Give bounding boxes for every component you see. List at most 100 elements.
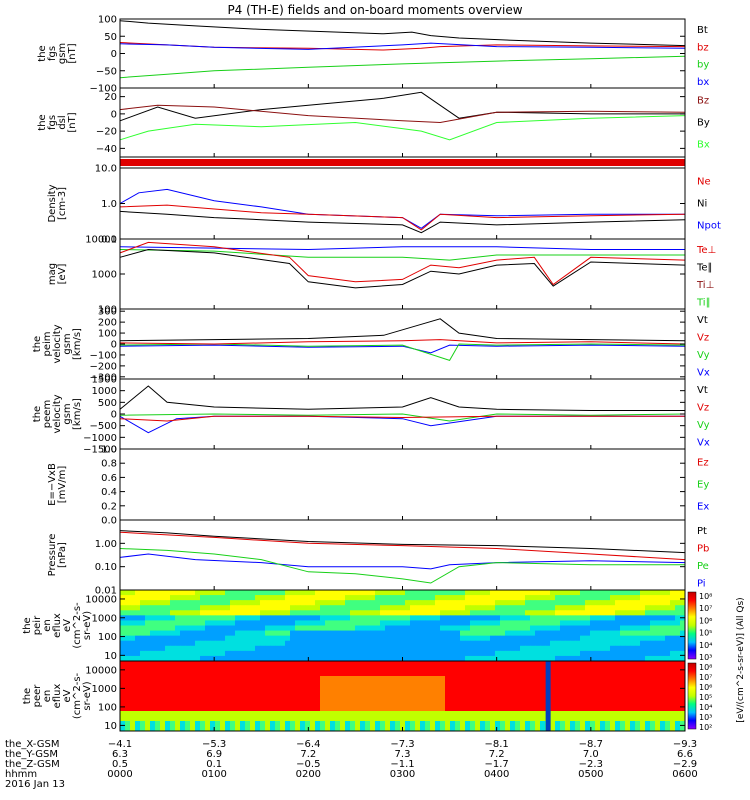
x-tick-label: 0.1	[206, 759, 222, 770]
y-axis-label: eV	[62, 619, 73, 632]
x-tick-label: −5.3	[202, 739, 226, 750]
y-tick-label: −20	[96, 127, 117, 138]
panel-frame	[119, 18, 686, 89]
legend-entry: Vt	[697, 385, 708, 396]
x-tick-label: 6.6	[677, 749, 693, 760]
panel-peim	[119, 308, 686, 380]
y-tick-label: 10000	[85, 594, 117, 605]
colorbar	[687, 662, 697, 730]
legend-entry: Pi	[697, 579, 706, 590]
y-axis-label: en	[42, 619, 53, 632]
series-line-red	[119, 415, 685, 422]
x-tick-label: 6.9	[206, 749, 222, 760]
y-tick-label: 0.01	[95, 586, 117, 597]
x-tick-label: −1.1	[390, 759, 414, 770]
series-line-blue	[119, 188, 685, 229]
y-axis-label: mag	[47, 263, 58, 285]
y-axis-label: the	[32, 336, 43, 352]
legend-entry: Te∥	[696, 263, 713, 274]
x-tick-label: −9.3	[673, 739, 697, 750]
x-tick-label: −8.7	[579, 739, 603, 750]
colorbar-tick-label: 10³	[699, 713, 712, 722]
legend-entry: Bx	[697, 140, 710, 151]
colorbar-tick-label: 10⁵	[699, 693, 712, 702]
y-tick-label: 0	[111, 109, 117, 120]
x-tick-label: 0000	[107, 769, 132, 780]
y-axis-label: gsm	[57, 43, 68, 64]
colorbar-tick-label: 10⁴	[699, 641, 712, 650]
y-axis-label: eV	[62, 689, 73, 702]
x-tick-label: 7.2	[300, 749, 316, 760]
panel-efield	[119, 448, 686, 521]
y-axis-label: the	[22, 688, 33, 704]
y-axis-label: (cm^2-s-	[72, 672, 83, 719]
panel-fgs_dsl	[119, 87, 686, 158]
y-tick-label: −50	[96, 66, 117, 77]
y-axis-label: gsm	[62, 333, 73, 354]
y-axis-label: [nPa]	[57, 542, 68, 568]
y-tick-label: 500	[98, 398, 117, 409]
x-tick-label: 0500	[578, 769, 603, 780]
x-tick-label: 7.3	[395, 749, 411, 760]
y-tick-label: 10	[104, 651, 117, 662]
x-axis-row-label: the_Z-GSM	[5, 759, 60, 770]
y-axis-label: E=−VxB	[47, 463, 58, 506]
series-line-black	[119, 318, 686, 342]
y-tick-label: −100	[90, 84, 117, 95]
series-line-red	[119, 204, 686, 231]
y-axis-label: [cm-3]	[57, 187, 68, 220]
legend-entry: Vz	[697, 333, 709, 344]
legend-entry: By	[697, 118, 710, 129]
colorbar-tick-label: 10⁸	[699, 663, 712, 672]
series-line-black	[119, 385, 685, 411]
legend-entry: Vx	[697, 368, 710, 379]
x-tick-label: 7.2	[489, 749, 505, 760]
panel-flag	[119, 156, 686, 169]
y-tick-label: −40	[96, 144, 117, 155]
y-tick-label: −1000	[83, 433, 117, 444]
legend-entry: Vy	[697, 420, 710, 431]
x-tick-label: −2.9	[673, 759, 697, 770]
y-tick-label: 0.10	[95, 562, 117, 573]
y-tick-label: 1.0	[101, 199, 117, 210]
y-tick-label: 0	[111, 49, 117, 60]
y-axis-label: eflux	[52, 684, 63, 709]
y-tick-label: −100	[90, 350, 117, 361]
legend-entry: Pb	[697, 544, 709, 555]
series-line-red	[119, 531, 686, 561]
series-line-blue	[119, 246, 685, 251]
x-tick-label: 0300	[390, 769, 415, 780]
colorbar-tick-label: 10⁷	[699, 673, 712, 682]
y-tick-label: 0	[111, 410, 117, 421]
y-tick-label: 200	[98, 318, 117, 329]
series-line-bright_green	[119, 115, 686, 141]
y-tick-label: 10000	[85, 665, 117, 676]
legend-entry: Te⊥	[696, 245, 716, 256]
colorbar-tick-label: 10⁶	[699, 616, 712, 625]
x-tick-label: −6.4	[296, 739, 320, 750]
series-line-black	[119, 20, 686, 47]
legend-entry: Ni	[697, 199, 707, 210]
series-line-blue	[119, 42, 686, 50]
y-tick-label: −300	[90, 372, 117, 383]
legend-entry: Ti∥	[696, 298, 711, 309]
x-axis-row-label: hhmm	[5, 769, 37, 780]
x-tick-label: 0.5	[112, 759, 128, 770]
legend-entry: Ey	[697, 480, 709, 491]
y-tick-label: 20	[104, 92, 117, 103]
date-label: 2016 Jan 13	[5, 779, 65, 790]
legend-entry: Vz	[697, 403, 709, 414]
y-axis-label: dsl	[57, 115, 68, 129]
y-axis-label: Pressure	[47, 534, 58, 577]
y-axis-label: sr-eV)	[82, 611, 93, 640]
y-axis-label: Density	[47, 184, 58, 222]
colorbar-tick-label: 10²	[699, 723, 712, 732]
panel-temp	[119, 238, 686, 310]
y-tick-label: 1.0	[101, 445, 117, 456]
series-line-red	[119, 241, 686, 286]
legend-entry: Ex	[697, 502, 709, 513]
colorbar	[687, 591, 697, 660]
y-axis-label: [mV/m]	[57, 466, 68, 504]
y-axis-label: [km/s]	[72, 328, 83, 360]
